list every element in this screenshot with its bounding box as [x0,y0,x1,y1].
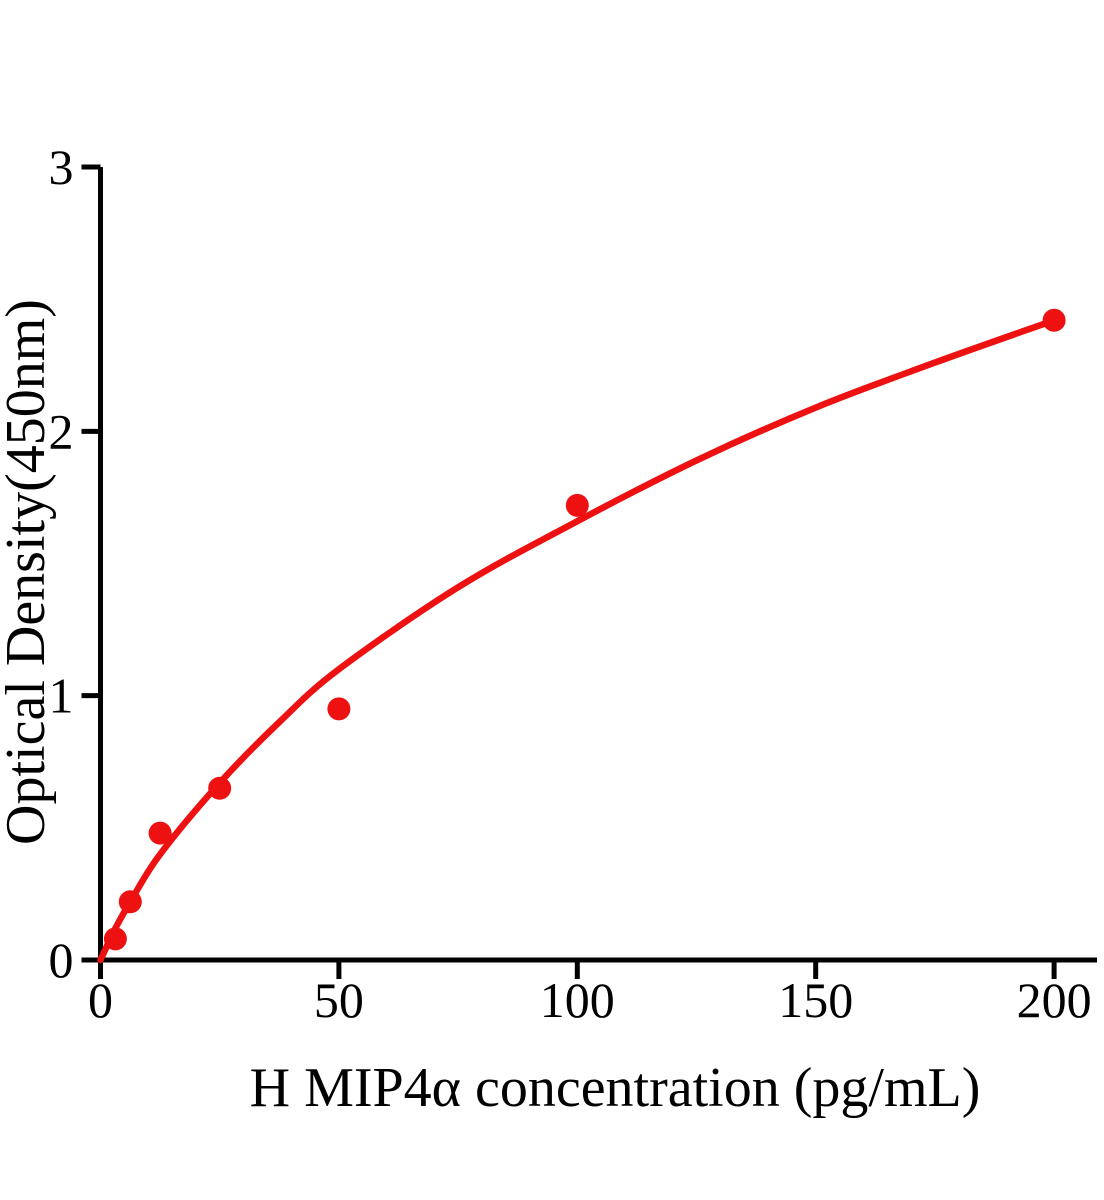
x-tick-label: 50 [314,972,364,1028]
fit-curve-layer [97,317,1058,964]
axes-layer [98,167,1097,963]
y-tick-label: 0 [49,932,74,988]
tick-layer: 0 50 100 150 200 0 1 2 3 [49,139,1092,1028]
data-point [327,697,351,721]
data-point [118,890,142,914]
fit-curve-line [97,317,1058,964]
y-tick-label: 1 [49,668,74,724]
data-point [565,493,589,517]
data-point [1042,308,1066,332]
y-tick-label: 2 [49,403,74,459]
y-axis-title: Optical Density(450nm) [0,299,57,845]
data-points-layer [103,308,1066,951]
x-tick-label: 150 [778,972,853,1028]
x-tick-label: 200 [1017,972,1092,1028]
y-tick-label: 3 [49,139,74,195]
x-axis-title: H MIP4α concentration (pg/mL) [250,1057,981,1119]
x-tick-label: 100 [540,972,615,1028]
x-tick-label: 0 [88,972,113,1028]
data-point [148,821,172,845]
data-point [103,927,127,951]
data-point [208,776,232,800]
